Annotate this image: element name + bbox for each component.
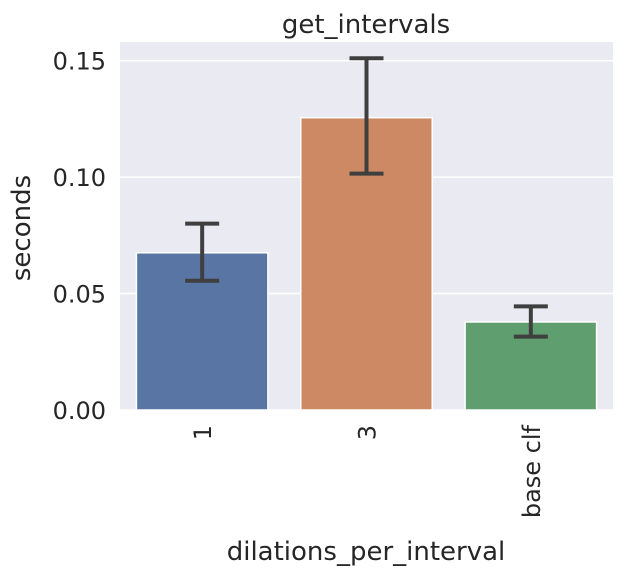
y-tick-label: 0.15: [53, 48, 106, 76]
x-tick-labels: 1 3 base clf: [189, 424, 546, 518]
y-axis-title: seconds: [7, 175, 37, 281]
chart-title: get_intervals: [282, 10, 450, 40]
y-tick-label: 0.10: [53, 164, 106, 192]
error-bars: [185, 56, 548, 339]
y-tick-labels: 0.00 0.05 0.10 0.15: [53, 48, 106, 425]
y-tick-label: 0.05: [53, 281, 106, 309]
y-tick-label: 0.00: [53, 397, 106, 425]
x-axis-title: dilations_per_interval: [227, 537, 506, 567]
x-tick-label: 3: [354, 425, 382, 440]
x-tick-label: base clf: [518, 424, 546, 518]
x-tick-label: 1: [189, 425, 217, 440]
